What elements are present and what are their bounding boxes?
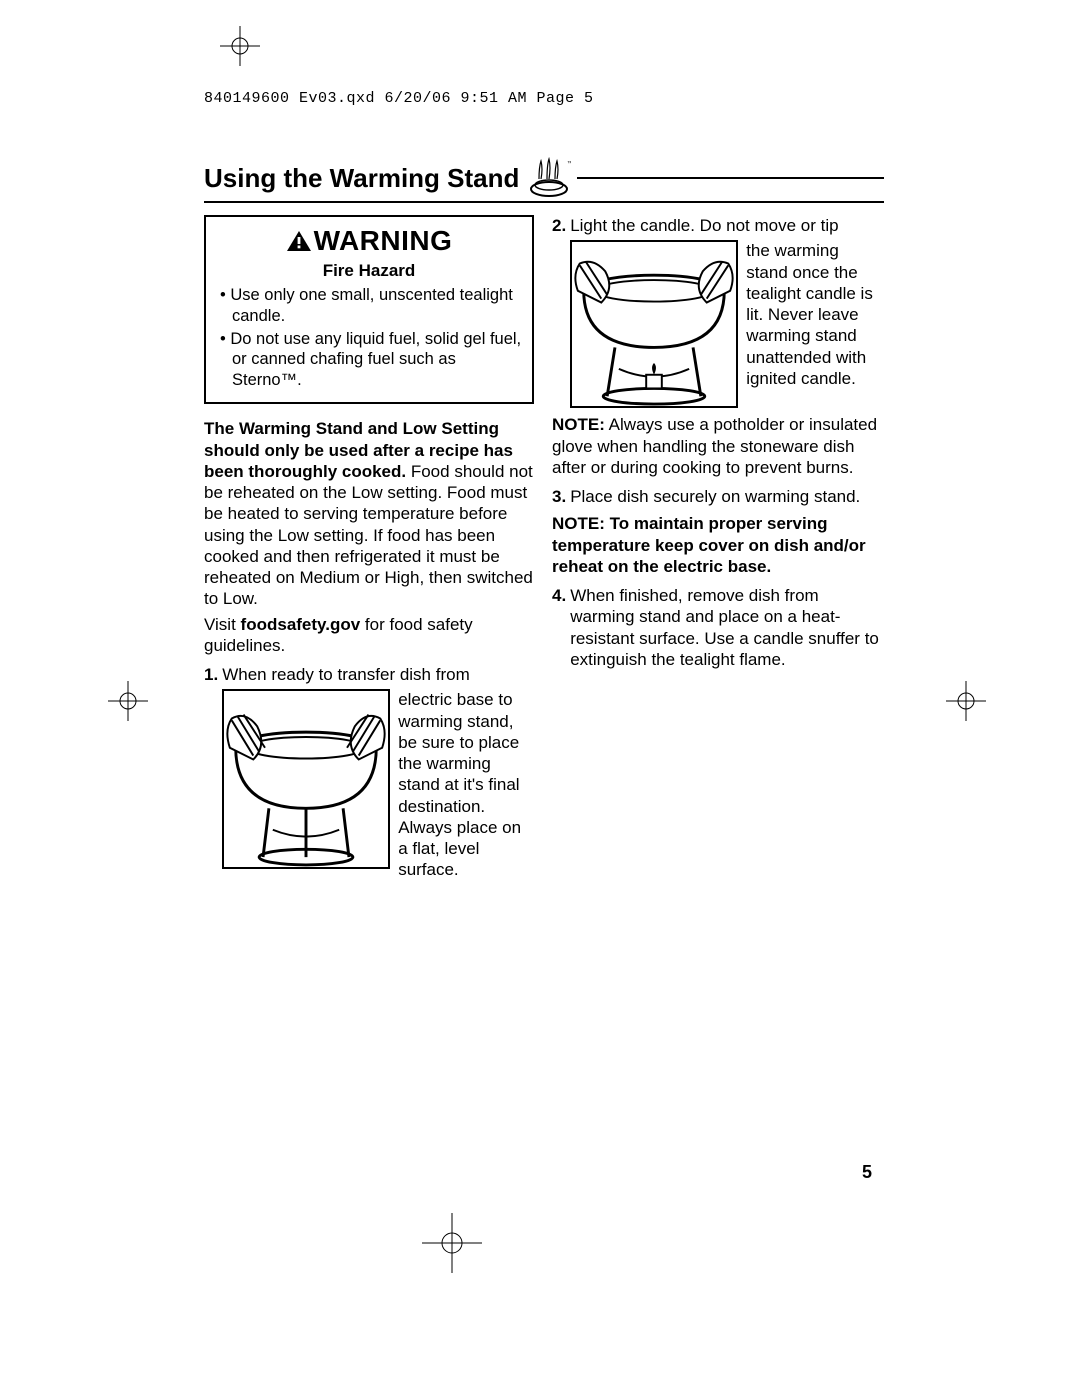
page-content: 840149600 Ev03.qxd 6/20/06 9:51 AM Page … (204, 90, 884, 881)
right-column: 2. Light the candle. Do not move or tip (552, 215, 884, 881)
transfer-dish-illustration-icon (222, 689, 390, 869)
two-column-layout: WARNING Fire Hazard Use only one small, … (204, 215, 884, 881)
step-3-text: Place dish securely on warming stand. (570, 486, 884, 507)
left-column: WARNING Fire Hazard Use only one small, … (204, 215, 534, 881)
section-title: Using the Warming Stand (204, 163, 519, 194)
section-title-row: Using the Warming Stand ™ (204, 157, 884, 199)
step-1: 1. When ready to transfer dish from (204, 664, 534, 881)
note-1-bold: NOTE: (552, 415, 605, 434)
foodsafety-paragraph: Visit foodsafety.gov for food safety gui… (204, 614, 534, 657)
step-number: 2. (552, 215, 566, 236)
intro-paragraph: The Warming Stand and Low Setting should… (204, 418, 534, 609)
warning-bullets: Use only one small, unscented tealight c… (216, 285, 522, 390)
step-3: 3. Place dish securely on warming stand. (552, 486, 884, 507)
registration-mark-left-icon (108, 681, 148, 721)
warning-bullet: Use only one small, unscented tealight c… (220, 285, 522, 326)
step-2-wrap-text: the warming stand once the tealight cand… (746, 240, 884, 389)
page-number: 5 (862, 1162, 872, 1183)
document-meta-header: 840149600 Ev03.qxd 6/20/06 9:51 AM Page … (204, 90, 884, 107)
warming-stand-logo-icon: ™ (527, 157, 571, 199)
step-2-lead: Light the candle. Do not move or tip (570, 216, 838, 235)
registration-mark-right-icon (946, 681, 986, 721)
step-number: 1. (204, 664, 218, 685)
warning-box: WARNING Fire Hazard Use only one small, … (204, 215, 534, 404)
foodsafety-link-text: foodsafety.gov (241, 615, 361, 634)
warning-bullet: Do not use any liquid fuel, solid gel fu… (220, 329, 522, 391)
visit-pre: Visit (204, 615, 241, 634)
step-4: 4. When finished, remove dish from warmi… (552, 585, 884, 670)
registration-mark-top-icon (220, 26, 260, 66)
step-number: 4. (552, 585, 566, 606)
svg-text:™: ™ (567, 160, 571, 167)
step-number: 3. (552, 486, 566, 507)
note-2: NOTE: To maintain proper serving tempera… (552, 513, 884, 577)
warning-subtitle: Fire Hazard (216, 260, 522, 281)
warning-title: WARNING (314, 225, 453, 256)
step-4-text: When finished, remove dish from warming … (570, 585, 884, 670)
step-2: 2. Light the candle. Do not move or tip (552, 215, 884, 408)
warning-triangle-icon (286, 230, 312, 252)
step-1-lead: When ready to transfer dish from (222, 665, 470, 684)
light-candle-illustration-icon (570, 240, 738, 408)
intro-rest: Food should not be reheated on the Low s… (204, 462, 533, 609)
step-1-wrap-text: electric base to warming stand, be sure … (398, 689, 534, 880)
registration-mark-bottom-icon (422, 1213, 482, 1273)
note-1: NOTE: Always use a potholder or insulate… (552, 414, 884, 478)
